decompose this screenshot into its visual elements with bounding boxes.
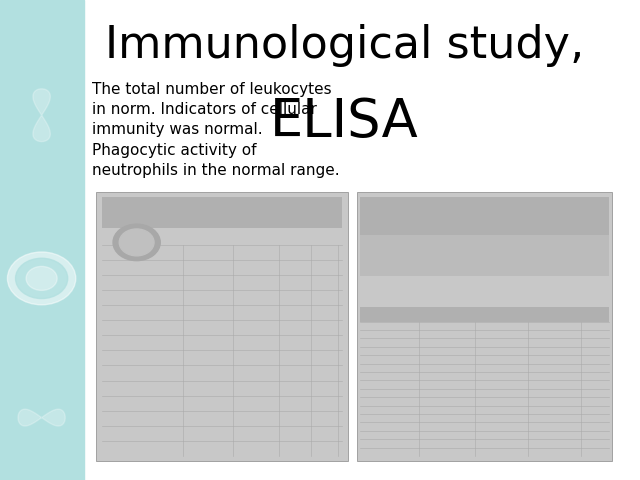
Bar — [102, 197, 342, 228]
Bar — [357, 192, 612, 461]
Polygon shape — [33, 89, 51, 142]
Circle shape — [26, 266, 57, 290]
Bar — [360, 307, 609, 322]
Text: Immunological study,: Immunological study, — [105, 24, 584, 67]
Text: ELISA: ELISA — [270, 96, 419, 148]
Polygon shape — [18, 409, 65, 426]
Circle shape — [113, 224, 160, 261]
Circle shape — [119, 229, 154, 256]
Text: The total number of leukocytes
in norm. Indicators of cellular
immunity was norm: The total number of leukocytes in norm. … — [92, 82, 340, 178]
Circle shape — [15, 258, 68, 299]
Bar — [96, 192, 348, 461]
Bar — [360, 197, 609, 235]
Bar — [360, 235, 609, 276]
Circle shape — [8, 252, 76, 305]
Bar — [0, 0, 84, 480]
